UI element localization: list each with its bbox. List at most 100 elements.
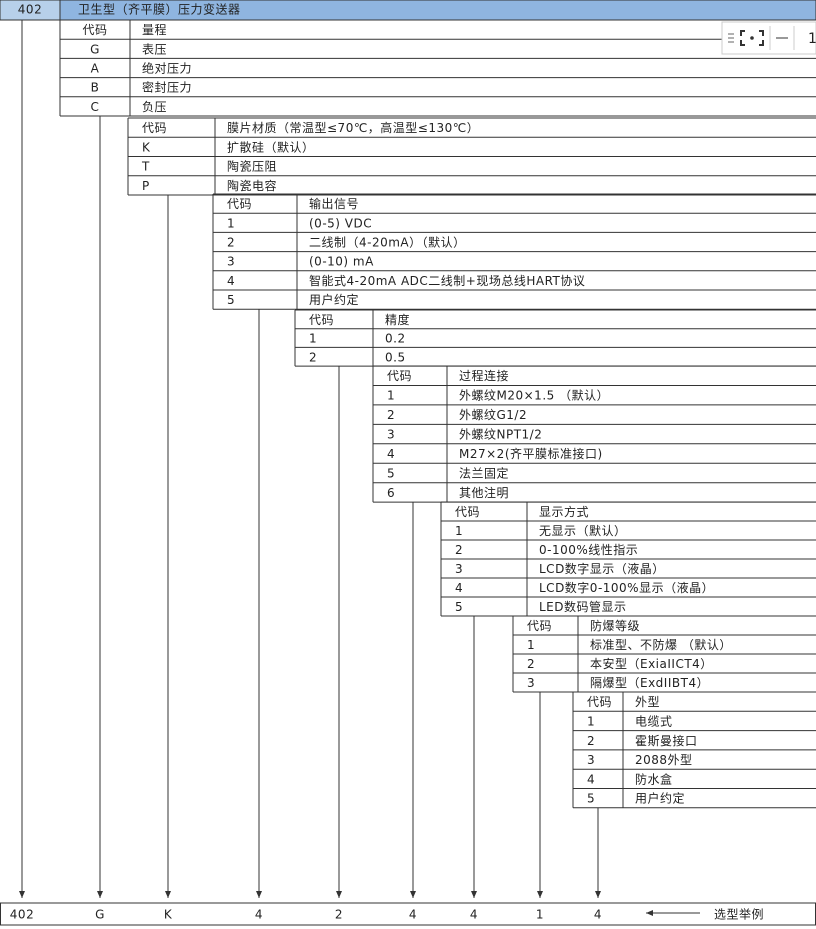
description: 膜片材质（常温型≤70℃，高温型≤130℃）: [227, 120, 479, 135]
description: 输出信号: [309, 196, 359, 211]
description: 0.5: [385, 350, 406, 364]
description: 外型: [635, 695, 660, 709]
code: 1: [227, 216, 235, 230]
code: 3: [227, 255, 235, 269]
description: (0-5) VDC: [309, 216, 372, 230]
example-code: 4: [255, 908, 263, 922]
code: 2: [309, 350, 317, 364]
code: B: [91, 81, 100, 95]
code: 4: [455, 581, 463, 595]
code: G: [90, 42, 100, 56]
description: 法兰固定: [459, 465, 509, 480]
code: 2: [455, 543, 463, 557]
example-code: 4: [470, 908, 478, 922]
menu-icon: [728, 33, 734, 43]
code: 1: [387, 389, 395, 403]
description: 外螺纹G1/2: [459, 408, 527, 422]
example-label: 选型举例: [714, 908, 764, 922]
example-code: 4: [594, 908, 602, 922]
code: 代码: [455, 505, 480, 519]
toolbar-box: [721, 21, 816, 55]
header-title: 卫生型（齐平膜）压力变送器: [78, 2, 241, 17]
fit-icon[interactable]: [740, 30, 764, 46]
description: 显示方式: [539, 504, 589, 519]
description: 陶瓷压阻: [227, 159, 277, 174]
description: 量程: [142, 22, 167, 37]
description: 绝对压力: [142, 61, 192, 76]
description: 电缆式: [635, 714, 673, 728]
code: 代码: [309, 313, 334, 327]
code: 1: [309, 332, 317, 346]
description: 智能式4-20mA ADC二线制+现场总线HART协议: [309, 273, 585, 288]
code: 1: [527, 638, 535, 652]
description: 无显示（默认）: [539, 523, 627, 538]
code: 代码: [387, 369, 412, 383]
code: 代码: [227, 197, 252, 211]
description: 0-100%线性指示: [539, 542, 638, 557]
description: LED数码管显示: [539, 599, 627, 614]
code: 2: [387, 408, 395, 422]
example-code: 1: [536, 908, 544, 922]
description: 外螺纹NPT1/2: [459, 428, 542, 442]
description: 霍斯曼接口: [635, 733, 698, 748]
description: 二线制（4-20mA）（默认）: [309, 235, 466, 250]
description: 外螺纹M20×1.5 （默认）: [459, 388, 609, 403]
viewer-toolbar: 1: [721, 21, 816, 55]
example-code: 402: [10, 908, 34, 922]
description: 精度: [385, 312, 410, 327]
code: 代码: [142, 121, 167, 135]
code: 1: [587, 714, 595, 728]
code: 3: [587, 753, 595, 767]
description: LCD数字显示（液晶）: [539, 561, 665, 576]
code: 5: [387, 466, 395, 480]
code: 3: [387, 428, 395, 442]
code: 5: [227, 293, 235, 307]
code: 5: [587, 792, 595, 806]
description: 0.2: [385, 332, 406, 346]
description: M27×2(齐平膜标准接口): [459, 446, 603, 461]
example-code: K: [164, 908, 173, 922]
code: 4: [587, 772, 595, 786]
code: P: [142, 179, 150, 193]
description: 陶瓷电容: [227, 178, 277, 193]
code: 代码: [82, 23, 107, 37]
code: 6: [387, 486, 395, 500]
code: 2: [527, 657, 535, 671]
code: 1: [455, 524, 463, 538]
code: 5: [455, 600, 463, 614]
code: T: [141, 160, 150, 174]
code: C: [91, 100, 100, 114]
description: 防水盒: [635, 771, 673, 786]
code: K: [142, 140, 151, 154]
description: 2088外型: [635, 753, 693, 767]
description: 过程连接: [459, 368, 509, 383]
code: A: [91, 62, 100, 76]
description: LCD数字0-100%显示（液晶）: [539, 580, 714, 595]
code: 代码: [587, 695, 612, 709]
description: 表压: [142, 42, 167, 56]
description: 本安型（ExiaIICT4）: [590, 656, 713, 671]
header-code: 402: [18, 3, 42, 17]
description: 隔爆型（ExdIIBT4）: [590, 676, 709, 690]
example-code: 4: [409, 908, 417, 922]
description: 用户约定: [309, 292, 359, 307]
example-code: 2: [335, 908, 343, 922]
description: 防爆等级: [590, 618, 640, 633]
code: 代码: [527, 619, 552, 633]
description: 扩散硅（默认）: [227, 139, 315, 154]
fit-dot: [750, 36, 754, 40]
code: 4: [227, 274, 235, 288]
code: 3: [527, 676, 535, 690]
example-code: G: [95, 908, 105, 922]
code: 3: [455, 562, 463, 576]
description: 标准型、不防爆 （默认）: [590, 637, 732, 652]
description: 其他注明: [459, 485, 509, 500]
code: 4: [387, 447, 395, 461]
description: 用户约定: [635, 791, 685, 806]
description: 密封压力: [142, 80, 192, 95]
page-number: 1: [808, 31, 816, 47]
code: 2: [587, 734, 595, 748]
